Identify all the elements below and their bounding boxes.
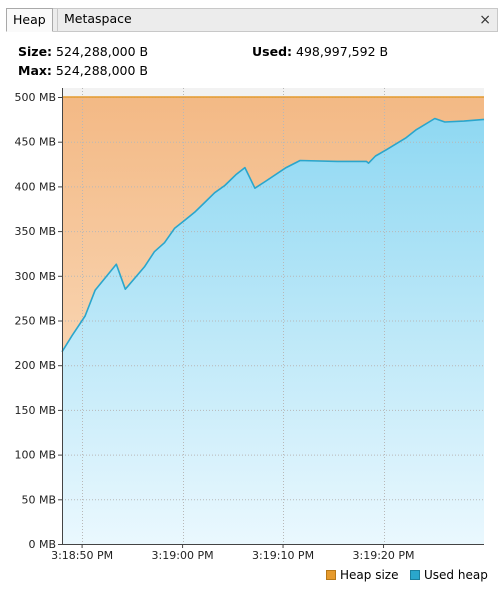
close-icon[interactable]: × [479, 12, 491, 28]
heap-size-info: Size: 524,288,000 B [18, 44, 148, 59]
heap-used-info: Used: 498,997,592 B [252, 44, 388, 59]
heap-max-info: Max: 524,288,000 B [18, 63, 148, 78]
heap-size-legend-label: Heap size [340, 568, 399, 582]
y-tick-label: 450 MB [14, 136, 56, 149]
size-label: Size: [18, 44, 53, 59]
y-tick-label: 500 MB [14, 91, 56, 104]
tab-bar: Heap Metaspace × [6, 8, 498, 32]
used-heap-line [61, 117, 485, 353]
y-tick-label: 200 MB [14, 359, 56, 372]
used-label: Used: [252, 44, 293, 59]
y-tick-label: 50 MB [21, 493, 56, 506]
used-heap-swatch [410, 570, 420, 580]
y-tick-label: 100 MB [14, 449, 56, 462]
x-tick-label: 3:18:50 PM [51, 549, 113, 562]
y-tick-label: 400 MB [14, 180, 56, 193]
y-tick-label: 250 MB [14, 315, 56, 328]
max-label: Max: [18, 63, 52, 78]
used-value: 498,997,592 B [296, 44, 389, 59]
y-tick-label: 350 MB [14, 225, 56, 238]
size-value: 524,288,000 B [56, 44, 149, 59]
y-tick-label: 0 MB [28, 538, 56, 551]
tab-metaspace[interactable]: Metaspace [57, 8, 138, 32]
y-tick-label: 300 MB [14, 270, 56, 283]
legend-heap-size: Heap size [326, 568, 398, 582]
tab-heap[interactable]: Heap [6, 8, 53, 32]
used-heap-legend-label: Used heap [424, 568, 488, 582]
x-tick-label: 3:19:20 PM [353, 549, 415, 562]
x-tick-label: 3:19:10 PM [252, 549, 314, 562]
legend-used-heap: Used heap [410, 568, 488, 582]
x-tick-label: 3:19:00 PM [152, 549, 214, 562]
max-value: 524,288,000 B [55, 63, 148, 78]
y-tick-label: 150 MB [14, 404, 56, 417]
used-heap-area [62, 118, 484, 544]
heap-size-swatch [326, 570, 336, 580]
